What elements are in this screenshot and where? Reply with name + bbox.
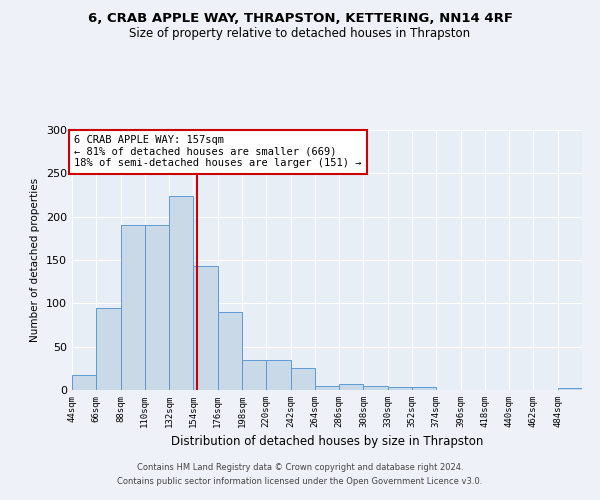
Bar [315, 386, 339, 390]
Text: Size of property relative to detached houses in Thrapston: Size of property relative to detached ho… [130, 28, 470, 40]
Bar [558, 388, 582, 390]
Text: 6 CRAB APPLE WAY: 157sqm
← 81% of detached houses are smaller (669)
18% of semi-: 6 CRAB APPLE WAY: 157sqm ← 81% of detach… [74, 135, 362, 168]
Bar [169, 196, 193, 390]
Bar [218, 312, 242, 390]
Text: Contains public sector information licensed under the Open Government Licence v3: Contains public sector information licen… [118, 477, 482, 486]
Bar [72, 376, 96, 390]
Bar [145, 226, 169, 390]
Bar [193, 266, 218, 390]
Y-axis label: Number of detached properties: Number of detached properties [31, 178, 40, 342]
X-axis label: Distribution of detached houses by size in Thrapston: Distribution of detached houses by size … [171, 436, 483, 448]
Bar [339, 384, 364, 390]
Bar [242, 360, 266, 390]
Bar [364, 386, 388, 390]
Bar [388, 388, 412, 390]
Bar [290, 368, 315, 390]
Bar [96, 308, 121, 390]
Bar [266, 360, 290, 390]
Bar [412, 388, 436, 390]
Text: Contains HM Land Registry data © Crown copyright and database right 2024.: Contains HM Land Registry data © Crown c… [137, 464, 463, 472]
Text: 6, CRAB APPLE WAY, THRAPSTON, KETTERING, NN14 4RF: 6, CRAB APPLE WAY, THRAPSTON, KETTERING,… [88, 12, 512, 26]
Bar [121, 226, 145, 390]
